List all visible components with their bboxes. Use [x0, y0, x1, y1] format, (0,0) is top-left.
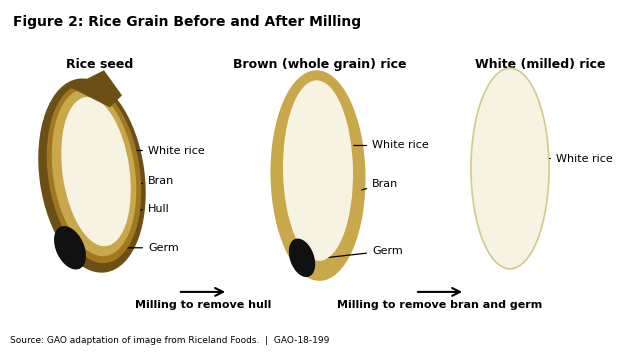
- Text: Bran: Bran: [362, 179, 398, 190]
- Text: Milling to remove hull: Milling to remove hull: [135, 300, 271, 310]
- Text: White (milled) rice: White (milled) rice: [475, 58, 605, 71]
- Ellipse shape: [47, 84, 141, 263]
- Text: Milling to remove bran and germ: Milling to remove bran and germ: [337, 300, 543, 310]
- Text: White rice: White rice: [354, 140, 429, 150]
- Text: White rice: White rice: [550, 153, 612, 163]
- Polygon shape: [70, 70, 122, 107]
- Ellipse shape: [271, 70, 365, 281]
- Text: Germ: Germ: [319, 246, 403, 258]
- Text: Brown (whole grain) rice: Brown (whole grain) rice: [233, 58, 407, 71]
- Ellipse shape: [61, 97, 131, 246]
- Text: Hull: Hull: [135, 204, 170, 214]
- Text: White rice: White rice: [123, 145, 205, 156]
- Ellipse shape: [283, 80, 353, 261]
- Text: Source: GAO adaptation of image from Riceland Foods.  |  GAO-18-199: Source: GAO adaptation of image from Ric…: [10, 336, 329, 345]
- Ellipse shape: [38, 78, 146, 273]
- Text: Figure 2: Rice Grain Before and After Milling: Figure 2: Rice Grain Before and After Mi…: [13, 15, 361, 28]
- Ellipse shape: [54, 226, 86, 270]
- Ellipse shape: [471, 68, 549, 269]
- Text: Bran: Bran: [130, 176, 174, 186]
- Ellipse shape: [289, 239, 315, 277]
- Text: Rice seed: Rice seed: [67, 58, 134, 71]
- Text: Germ: Germ: [87, 243, 179, 253]
- Ellipse shape: [52, 89, 136, 256]
